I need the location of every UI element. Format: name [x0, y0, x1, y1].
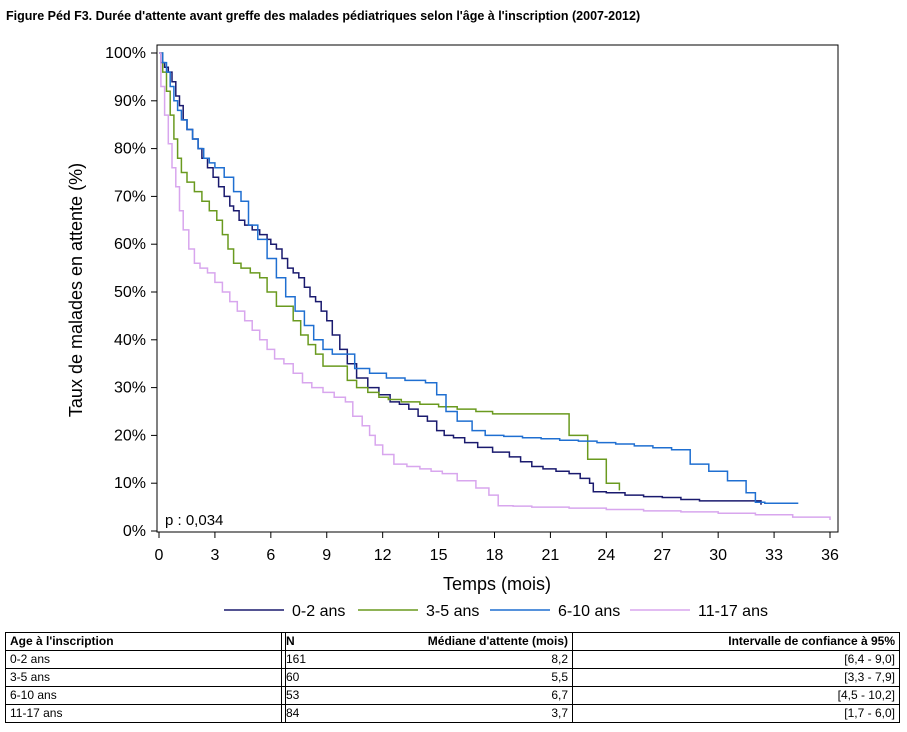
x-tick-label: 12	[374, 547, 392, 564]
plot-frame	[156, 44, 839, 533]
y-tick-label: 30%	[114, 380, 146, 397]
y-tick-label: 100%	[105, 45, 146, 62]
cell-age: 11-17 ans	[5, 704, 282, 723]
x-tick-label: 24	[597, 547, 615, 564]
series-line-6-10-ans	[159, 52, 799, 505]
col-header-ci: Intervalle de confiance à 95%	[572, 632, 900, 651]
survival-chart: 0%10%20%30%40%50%60%70%80%90%100% 0 3 6 9 12…	[66, 44, 839, 620]
cell-ci: [3,3 - 7,9]	[572, 668, 900, 687]
cell-median: 3,7	[285, 704, 573, 723]
x-tick-label: 3	[210, 547, 219, 564]
y-tick-label: 10%	[114, 475, 146, 492]
legend-label: 3-5 ans	[426, 603, 479, 620]
y-tick-label: 70%	[114, 188, 146, 205]
y-tick-label: 60%	[114, 236, 146, 253]
table-header-row: Age à l'inscription N Médiane d'attente …	[5, 632, 900, 651]
y-axis-title: Taux de malades en attente (%)	[66, 163, 86, 417]
cell-age: 3-5 ans	[5, 668, 282, 687]
col-header-median: Médiane d'attente (mois)	[285, 632, 573, 651]
table-row: 11-17 ans 84 3,7 [1,7 - 6,0]	[5, 704, 900, 723]
col-header-age: Age à l'inscription	[5, 632, 282, 651]
x-tick-label: 9	[322, 547, 331, 564]
cell-age: 6-10 ans	[5, 686, 282, 705]
x-tick-label: 33	[765, 547, 783, 564]
table-row: 0-2 ans 161 8,2 [6,4 - 9,0]	[5, 650, 900, 669]
legend-label: 6-10 ans	[558, 603, 620, 620]
x-tick-label: 6	[266, 547, 275, 564]
cell-age: 0-2 ans	[5, 650, 282, 669]
y-tick-label: 0%	[123, 523, 146, 540]
cell-median: 5,5	[285, 668, 573, 687]
x-tick-label: 30	[709, 547, 727, 564]
x-tick-label: 15	[430, 547, 448, 564]
y-tick-label: 90%	[114, 93, 146, 110]
y-tick-label: 40%	[114, 332, 146, 349]
y-tick-label: 80%	[114, 141, 146, 158]
x-axis-title: Temps (mois)	[443, 574, 551, 594]
x-axis: 0 3 6 9 12 15 18 21 24 27 30 33 36	[155, 532, 839, 564]
y-tick-label: 20%	[114, 427, 146, 444]
table-row: 6-10 ans 53 6,7 [4,5 - 10,2]	[5, 686, 900, 705]
median-wait-table: Age à l'inscription N Médiane d'attente …	[5, 632, 900, 723]
y-axis: 0% 10% 20% 30% 40% 50% 60% 70% 80% 90% 100%	[105, 45, 157, 540]
cell-ci: [1,7 - 6,0]	[572, 704, 900, 723]
cell-median: 6,7	[285, 686, 573, 705]
series-lines	[159, 52, 831, 520]
legend: 0-2 ans 3-5 ans 6-10 ans 11-17 ans	[224, 603, 768, 620]
legend-label: 11-17 ans	[698, 603, 768, 620]
cell-ci: [4,5 - 10,2]	[572, 686, 900, 705]
x-tick-label: 0	[155, 547, 164, 564]
x-tick-label: 27	[653, 547, 671, 564]
x-tick-label: 21	[542, 547, 560, 564]
cell-median: 8,2	[285, 650, 573, 669]
cell-ci: [6,4 - 9,0]	[572, 650, 900, 669]
series-line-3-5-ans	[159, 52, 621, 491]
figure-title: Figure Péd F3. Durée d'attente avant gre…	[6, 9, 641, 23]
x-tick-label: 18	[486, 547, 504, 564]
table-row: 3-5 ans 60 5,5 [3,3 - 7,9]	[5, 668, 900, 687]
p-value-annotation: p : 0,034	[165, 512, 223, 529]
legend-label: 0-2 ans	[292, 603, 345, 620]
y-tick-label: 50%	[114, 284, 146, 301]
series-line-11-17-ans	[159, 52, 831, 520]
x-tick-label: 36	[821, 547, 839, 564]
